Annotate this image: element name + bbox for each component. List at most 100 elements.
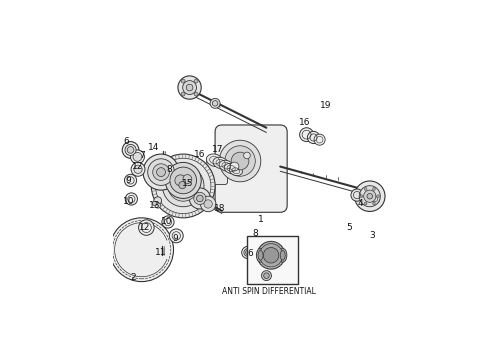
FancyBboxPatch shape xyxy=(207,157,227,185)
Ellipse shape xyxy=(224,163,238,174)
Ellipse shape xyxy=(258,251,263,260)
Circle shape xyxy=(314,134,325,145)
Circle shape xyxy=(124,174,137,186)
Text: 7: 7 xyxy=(139,151,145,160)
Circle shape xyxy=(377,195,379,198)
Text: 14: 14 xyxy=(148,143,159,152)
Circle shape xyxy=(152,201,157,206)
Text: 6: 6 xyxy=(123,137,129,146)
Circle shape xyxy=(170,167,196,194)
Circle shape xyxy=(189,188,210,209)
Circle shape xyxy=(131,162,145,176)
Circle shape xyxy=(259,244,283,267)
Ellipse shape xyxy=(229,166,243,176)
Ellipse shape xyxy=(280,251,285,260)
Circle shape xyxy=(244,152,250,159)
Circle shape xyxy=(355,181,385,211)
Circle shape xyxy=(300,128,314,141)
Circle shape xyxy=(225,146,255,176)
Circle shape xyxy=(181,79,185,83)
Circle shape xyxy=(230,162,239,171)
Circle shape xyxy=(162,165,204,207)
Ellipse shape xyxy=(213,157,228,169)
Circle shape xyxy=(245,250,250,255)
Circle shape xyxy=(110,218,173,282)
Text: 10: 10 xyxy=(123,197,134,206)
Circle shape xyxy=(370,194,380,204)
Ellipse shape xyxy=(256,248,265,262)
Circle shape xyxy=(178,76,201,99)
Circle shape xyxy=(139,220,154,235)
Bar xyxy=(247,236,298,284)
Circle shape xyxy=(165,162,201,198)
Circle shape xyxy=(364,202,367,205)
Circle shape xyxy=(364,190,376,202)
Circle shape xyxy=(264,273,269,278)
Circle shape xyxy=(147,159,174,185)
Text: 12: 12 xyxy=(139,223,150,232)
Circle shape xyxy=(181,92,185,96)
Text: 9: 9 xyxy=(173,234,178,243)
Circle shape xyxy=(154,197,162,204)
Circle shape xyxy=(162,216,174,228)
Circle shape xyxy=(175,175,186,186)
Circle shape xyxy=(262,271,271,281)
Circle shape xyxy=(186,84,193,91)
Circle shape xyxy=(364,188,367,190)
Circle shape xyxy=(125,193,138,205)
Circle shape xyxy=(122,141,139,158)
Circle shape xyxy=(204,200,212,208)
Text: 15: 15 xyxy=(182,179,194,188)
Circle shape xyxy=(155,203,161,208)
Circle shape xyxy=(257,242,285,269)
Circle shape xyxy=(351,189,363,201)
Text: 19: 19 xyxy=(320,101,332,110)
Circle shape xyxy=(194,192,206,204)
Circle shape xyxy=(359,186,380,207)
Circle shape xyxy=(360,195,363,198)
FancyBboxPatch shape xyxy=(215,125,287,212)
Text: 12: 12 xyxy=(132,162,143,171)
Text: 16: 16 xyxy=(194,150,206,158)
Circle shape xyxy=(307,131,319,144)
Circle shape xyxy=(200,196,216,212)
Text: 11: 11 xyxy=(155,248,167,257)
Text: 1: 1 xyxy=(258,215,264,224)
Text: ANTI SPIN DIFFERENTIAL: ANTI SPIN DIFFERENTIAL xyxy=(222,287,316,296)
Text: 10: 10 xyxy=(161,217,172,226)
Ellipse shape xyxy=(219,160,233,171)
Circle shape xyxy=(244,249,252,256)
Text: 8: 8 xyxy=(252,229,258,238)
Text: 9: 9 xyxy=(126,176,131,185)
Circle shape xyxy=(263,247,279,263)
Circle shape xyxy=(157,168,166,176)
Ellipse shape xyxy=(278,248,287,262)
Circle shape xyxy=(194,79,198,83)
Circle shape xyxy=(219,140,261,182)
Circle shape xyxy=(179,181,186,189)
Circle shape xyxy=(143,154,179,190)
Text: 16: 16 xyxy=(299,118,311,127)
Circle shape xyxy=(367,193,372,199)
Circle shape xyxy=(196,195,203,202)
Circle shape xyxy=(168,171,198,201)
Text: 5: 5 xyxy=(346,223,352,232)
Text: 17: 17 xyxy=(212,145,223,154)
Text: 2: 2 xyxy=(130,273,136,282)
Circle shape xyxy=(130,150,145,164)
Text: 18: 18 xyxy=(214,204,226,213)
Circle shape xyxy=(153,164,170,180)
Text: 13: 13 xyxy=(149,201,161,210)
Text: 3: 3 xyxy=(369,231,374,240)
Circle shape xyxy=(134,165,142,174)
Circle shape xyxy=(210,98,220,108)
Circle shape xyxy=(194,92,198,96)
Circle shape xyxy=(183,81,196,94)
Circle shape xyxy=(151,154,215,218)
Ellipse shape xyxy=(206,154,223,166)
Circle shape xyxy=(125,144,136,156)
Circle shape xyxy=(183,175,192,184)
Text: 8: 8 xyxy=(167,165,172,174)
Circle shape xyxy=(170,229,183,243)
Circle shape xyxy=(242,246,254,258)
